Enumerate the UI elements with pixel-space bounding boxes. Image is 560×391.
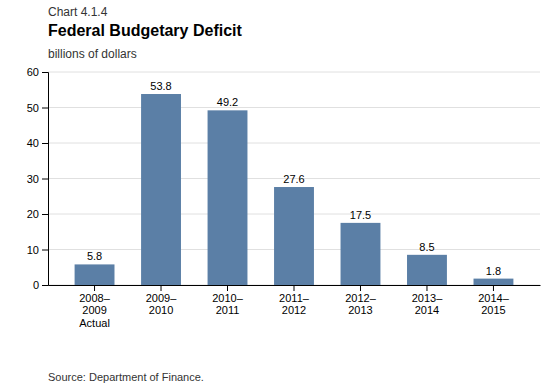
y-tick-mark bbox=[42, 108, 48, 109]
bar bbox=[341, 223, 381, 285]
bar bbox=[141, 94, 181, 285]
y-tick-mark bbox=[42, 250, 48, 251]
x-tick-label-line: 2011 bbox=[216, 304, 240, 316]
x-tick-label-line: 2014 bbox=[415, 304, 439, 316]
data-label: 49.2 bbox=[217, 96, 238, 108]
y-tick-mark bbox=[42, 285, 48, 286]
data-label: 8.5 bbox=[419, 241, 434, 253]
bars bbox=[75, 94, 514, 285]
x-tick-label-line: 2013– bbox=[412, 292, 443, 304]
y-tick-mark bbox=[42, 179, 48, 180]
y-tick-label: 0 bbox=[33, 279, 39, 291]
y-tick-label: 20 bbox=[27, 208, 39, 220]
grid-line bbox=[48, 143, 540, 144]
x-tick-label-line: 2013 bbox=[348, 304, 372, 316]
x-tick-label-line: 2014– bbox=[478, 292, 509, 304]
x-tick-label: 2011–2012 bbox=[279, 292, 310, 317]
x-tick: 2012–2013 bbox=[345, 285, 376, 316]
x-tick-label: 2014–2015 bbox=[478, 292, 509, 317]
x-tick-label-line: 2010 bbox=[149, 304, 173, 316]
x-tick-mark bbox=[426, 285, 427, 291]
x-tick-label-line: 2010– bbox=[212, 292, 243, 304]
x-tick-label-line: 2012 bbox=[282, 304, 306, 316]
data-label: 27.6 bbox=[283, 173, 304, 185]
bar bbox=[407, 255, 447, 285]
data-label: 1.8 bbox=[486, 265, 501, 277]
x-axis: 2008–2009Actual2009–20102010–20112011–20… bbox=[49, 285, 541, 329]
x-tick-label: 2009–2010 bbox=[146, 292, 177, 317]
x-tick-label-line: 2009– bbox=[146, 292, 177, 304]
x-tick-label-line: 2015 bbox=[481, 304, 505, 316]
chart-label: Chart 4.1.4 bbox=[48, 5, 108, 19]
x-tick-label-line: 2008– bbox=[79, 292, 110, 304]
x-tick: 2011–2012 bbox=[279, 285, 310, 316]
y-tick-label: 60 bbox=[27, 66, 39, 78]
data-label: 5.8 bbox=[87, 250, 102, 262]
y-tick: 40 bbox=[27, 137, 48, 149]
bar bbox=[274, 187, 314, 285]
y-tick-mark bbox=[42, 72, 48, 73]
x-tick-label-line: 2012– bbox=[345, 292, 376, 304]
x-tick: 2010–2011 bbox=[212, 285, 243, 316]
x-tick-label-line: Actual bbox=[79, 317, 110, 329]
x-tick-mark bbox=[94, 285, 95, 291]
y-tick: 10 bbox=[27, 244, 48, 256]
x-tick: 2013–2014 bbox=[412, 285, 443, 316]
x-tick-label: 2008–2009Actual bbox=[79, 292, 110, 329]
y-axis-line bbox=[42, 73, 49, 286]
y-axis-label: billions of dollars bbox=[48, 47, 137, 61]
bar bbox=[75, 264, 115, 285]
y-tick: 0 bbox=[33, 279, 48, 291]
y-tick: 20 bbox=[27, 208, 48, 220]
x-tick-mark bbox=[294, 285, 295, 291]
x-tick-label: 2013–2014 bbox=[412, 292, 443, 317]
grid-line bbox=[48, 72, 540, 73]
x-tick-mark bbox=[227, 285, 228, 291]
y-tick-label: 40 bbox=[27, 137, 39, 149]
y-tick-mark bbox=[42, 143, 48, 144]
y-tick: 30 bbox=[27, 173, 48, 185]
bar bbox=[208, 110, 248, 285]
chart: Chart 4.1.4 Federal Budgetary Deficit bill… bbox=[0, 0, 560, 391]
y-tick-label: 30 bbox=[27, 173, 39, 185]
x-tick: 2014–2015 bbox=[478, 285, 509, 316]
y-axis: 0 10 20 30 40 50 60 bbox=[27, 66, 49, 291]
y-tick-label: 10 bbox=[27, 244, 39, 256]
plot: 5.8 53.8 49.2 27.6 17.5 8.5 1.8 0 10 20 30 40 50 60 20… bbox=[27, 66, 541, 329]
x-tick-mark bbox=[161, 285, 162, 291]
y-tick-label: 50 bbox=[27, 102, 39, 114]
bar bbox=[474, 279, 514, 285]
x-tick-mark bbox=[360, 285, 361, 291]
x-tick: 2008–2009Actual bbox=[79, 285, 110, 329]
data-label: 17.5 bbox=[350, 209, 371, 221]
x-tick: 2009–2010 bbox=[146, 285, 177, 316]
x-tick-label-line: 2009 bbox=[82, 304, 106, 316]
x-tick-mark bbox=[493, 285, 494, 291]
y-tick-mark bbox=[42, 214, 48, 215]
data-label: 53.8 bbox=[150, 80, 171, 92]
y-tick: 50 bbox=[27, 102, 48, 114]
y-tick: 60 bbox=[27, 66, 48, 78]
data-labels: 5.8 53.8 49.2 27.6 17.5 8.5 1.8 bbox=[87, 80, 501, 277]
grid-line bbox=[48, 107, 540, 108]
x-tick-label: 2010–2011 bbox=[212, 292, 243, 317]
x-tick-label-line: 2011– bbox=[279, 292, 310, 304]
x-tick-label: 2012–2013 bbox=[345, 292, 376, 317]
source-note: Source: Department of Finance. bbox=[48, 371, 204, 383]
title: Federal Budgetary Deficit bbox=[48, 22, 243, 39]
grid bbox=[48, 72, 540, 285]
